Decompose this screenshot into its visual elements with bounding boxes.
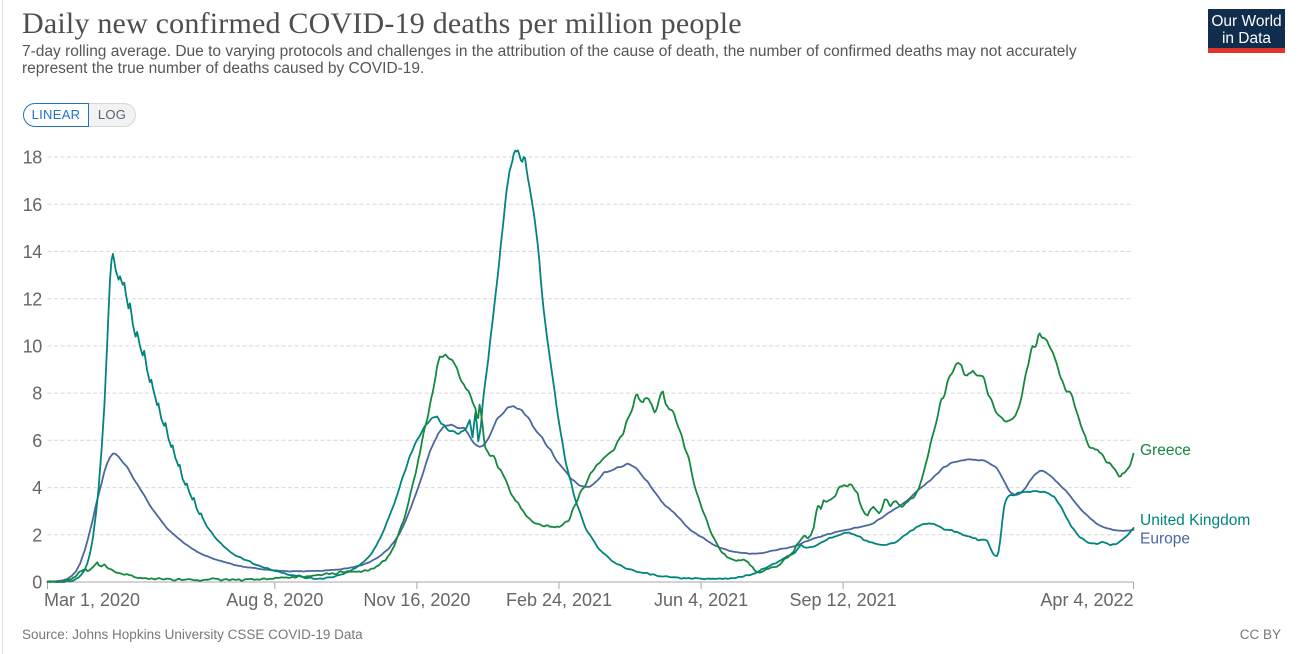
svg-text:10: 10 bbox=[23, 337, 43, 357]
svg-text:United Kingdom: United Kingdom bbox=[1140, 512, 1250, 529]
svg-text:Greece: Greece bbox=[1140, 442, 1191, 459]
svg-text:16: 16 bbox=[23, 195, 43, 215]
svg-text:6: 6 bbox=[32, 431, 42, 451]
svg-text:Nov 16, 2020: Nov 16, 2020 bbox=[363, 590, 470, 610]
svg-text:14: 14 bbox=[23, 242, 43, 262]
svg-text:Europe: Europe bbox=[1140, 531, 1190, 548]
svg-text:Sep 12, 2021: Sep 12, 2021 bbox=[790, 590, 897, 610]
svg-text:Aug 8, 2020: Aug 8, 2020 bbox=[226, 590, 323, 610]
svg-text:4: 4 bbox=[32, 478, 42, 498]
svg-text:0: 0 bbox=[32, 573, 42, 593]
svg-text:2: 2 bbox=[32, 525, 42, 545]
svg-text:12: 12 bbox=[23, 289, 43, 309]
svg-text:8: 8 bbox=[32, 384, 42, 404]
svg-text:18: 18 bbox=[23, 148, 43, 168]
svg-text:Mar 1, 2020: Mar 1, 2020 bbox=[44, 590, 140, 610]
svg-text:Feb 24, 2021: Feb 24, 2021 bbox=[506, 590, 612, 610]
svg-text:Jun 4, 2021: Jun 4, 2021 bbox=[654, 590, 748, 610]
svg-text:Apr 4, 2022: Apr 4, 2022 bbox=[1040, 590, 1133, 610]
